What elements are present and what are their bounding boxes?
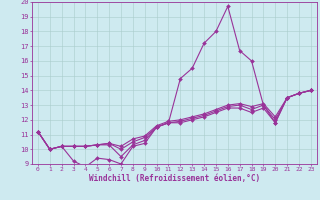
X-axis label: Windchill (Refroidissement éolien,°C): Windchill (Refroidissement éolien,°C) <box>89 174 260 183</box>
